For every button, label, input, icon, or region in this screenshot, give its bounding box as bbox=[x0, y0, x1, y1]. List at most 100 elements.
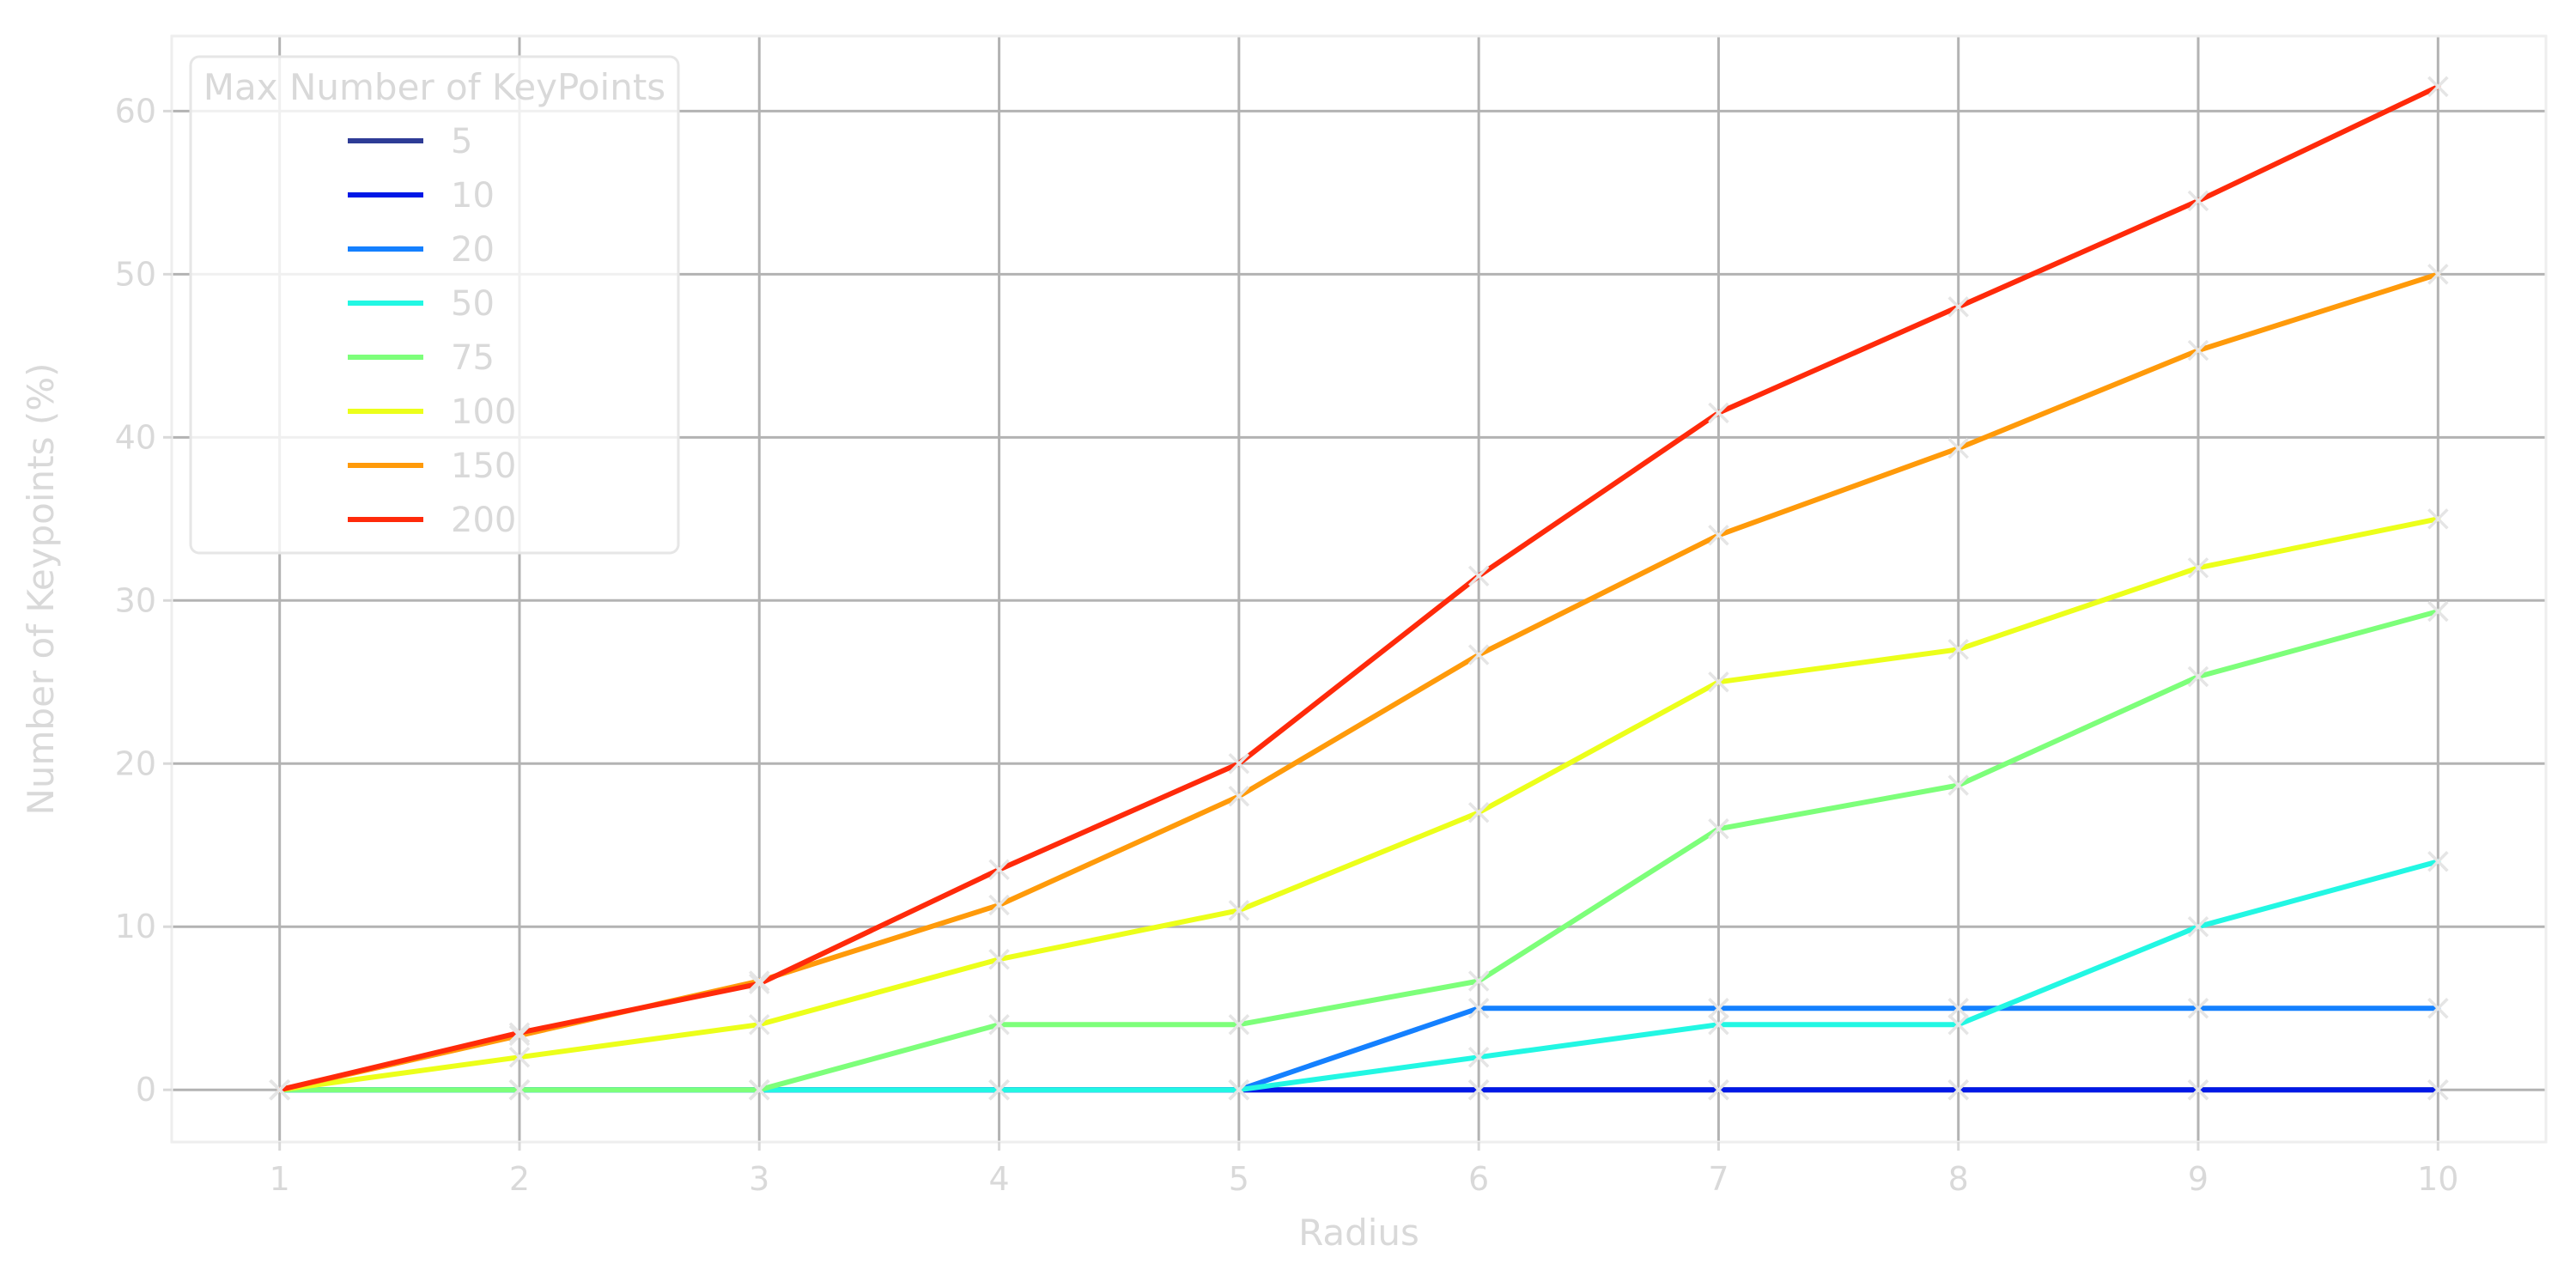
data-point-75-4 bbox=[988, 1013, 1010, 1036]
data-point-150-8 bbox=[1947, 437, 1969, 459]
series-markers bbox=[269, 76, 2449, 1101]
data-point-75-10 bbox=[2427, 600, 2449, 623]
data-point-100-6 bbox=[1467, 802, 1490, 823]
data-point-75-3 bbox=[749, 1078, 770, 1101]
data-point-200-1 bbox=[269, 1078, 290, 1101]
legend-item-200: 200 bbox=[348, 501, 516, 540]
x-tick-label: 4 bbox=[988, 1160, 1009, 1198]
legend-item-100: 100 bbox=[348, 392, 516, 432]
y-tick-label: 10 bbox=[115, 908, 156, 945]
data-point-50-7 bbox=[1708, 1013, 1729, 1036]
data-point-150-9 bbox=[2187, 339, 2209, 361]
data-point-75-2 bbox=[508, 1078, 531, 1101]
series-lines bbox=[276, 83, 2441, 1093]
data-point-150-4 bbox=[988, 894, 1010, 916]
x-tick-label: 7 bbox=[1708, 1160, 1728, 1198]
x-axis-label: Radius bbox=[1298, 1212, 1419, 1254]
data-point-50-4 bbox=[988, 1078, 1010, 1101]
data-point-100-5 bbox=[1228, 900, 1250, 921]
data-point-100-3 bbox=[749, 1013, 770, 1036]
y-tick-label: 20 bbox=[115, 744, 156, 782]
x-tick-label: 1 bbox=[270, 1160, 290, 1198]
data-point-75-6 bbox=[1467, 970, 1490, 992]
data-point-10-9 bbox=[2187, 1078, 2209, 1101]
legend-item-20: 20 bbox=[348, 230, 495, 270]
y-tick-label: 50 bbox=[115, 255, 156, 293]
data-point-100-9 bbox=[2187, 557, 2209, 579]
series-line-100 bbox=[276, 516, 2441, 1093]
data-point-50-8 bbox=[1947, 1013, 1969, 1036]
data-point-10-7 bbox=[1708, 1078, 1729, 1101]
x-axis-ticks: 1 2 3 4 5 6 7 8 9 10 bbox=[270, 1142, 2458, 1198]
legend-title: Max Number of KeyPoints bbox=[204, 66, 665, 108]
data-point-20-9 bbox=[2187, 997, 2209, 1019]
y-tick-label: 40 bbox=[115, 418, 156, 456]
series-line-200 bbox=[276, 83, 2441, 1093]
x-tick-label: 2 bbox=[509, 1160, 530, 1198]
legend-label: 200 bbox=[451, 501, 516, 540]
data-point-150-6 bbox=[1467, 644, 1490, 665]
legend-label: 10 bbox=[451, 176, 495, 216]
data-point-100-4 bbox=[988, 948, 1010, 970]
x-tick-label: 3 bbox=[749, 1160, 769, 1198]
data-point-50-6 bbox=[1467, 1046, 1490, 1068]
data-point-75-7 bbox=[1708, 818, 1729, 840]
data-point-100-8 bbox=[1947, 639, 1969, 660]
legend-label: 5 bbox=[451, 122, 472, 161]
data-point-200-7 bbox=[1708, 402, 1729, 424]
data-point-150-7 bbox=[1708, 525, 1729, 546]
x-tick-label: 6 bbox=[1468, 1160, 1489, 1198]
data-point-10-10 bbox=[2427, 1078, 2449, 1101]
legend-label: 75 bbox=[451, 338, 495, 378]
data-point-100-7 bbox=[1708, 671, 1729, 693]
data-point-200-5 bbox=[1228, 753, 1250, 775]
data-point-50-5 bbox=[1228, 1078, 1250, 1101]
data-point-20-10 bbox=[2427, 997, 2449, 1019]
legend-label: 150 bbox=[451, 447, 516, 486]
data-point-75-5 bbox=[1228, 1013, 1250, 1036]
data-point-50-9 bbox=[2187, 916, 2209, 938]
legend-item-10: 10 bbox=[348, 176, 495, 216]
data-point-100-2 bbox=[508, 1046, 531, 1068]
legend-box bbox=[189, 55, 680, 555]
data-point-10-8 bbox=[1947, 1078, 1969, 1101]
data-point-150-10 bbox=[2427, 264, 2449, 285]
data-point-50-10 bbox=[2427, 851, 2449, 872]
legend-item-5: 5 bbox=[348, 122, 472, 161]
legend: Max Number of KeyPoints 5 10 20 50 75 100 150 2… bbox=[189, 55, 680, 555]
data-point-200-4 bbox=[988, 859, 1010, 880]
x-tick-label: 9 bbox=[2188, 1160, 2208, 1198]
legend-label: 20 bbox=[451, 230, 495, 270]
data-point-200-10 bbox=[2427, 76, 2449, 98]
data-point-150-2 bbox=[508, 1024, 531, 1047]
y-tick-label: 30 bbox=[115, 581, 156, 619]
data-point-10-6 bbox=[1467, 1078, 1490, 1101]
data-point-20-7 bbox=[1708, 997, 1729, 1019]
x-tick-label: 8 bbox=[1948, 1160, 1969, 1198]
data-point-20-6 bbox=[1467, 997, 1490, 1019]
x-tick-label: 5 bbox=[1229, 1160, 1249, 1198]
data-point-150-5 bbox=[1228, 786, 1250, 807]
data-point-75-8 bbox=[1947, 775, 1969, 796]
legend-item-50: 50 bbox=[348, 284, 495, 324]
legend-item-75: 75 bbox=[348, 338, 495, 378]
data-point-200-6 bbox=[1467, 565, 1490, 587]
y-axis-label: Number of Keypoints (%) bbox=[20, 362, 62, 815]
series-line-75 bbox=[276, 609, 2441, 1093]
legend-entries: 5 10 20 50 75 100 150 200 bbox=[348, 122, 516, 540]
data-point-100-10 bbox=[2427, 508, 2449, 530]
data-point-200-9 bbox=[2187, 190, 2209, 212]
legend-label: 50 bbox=[451, 284, 495, 324]
y-tick-label: 60 bbox=[115, 92, 156, 130]
data-point-200-8 bbox=[1947, 296, 1969, 318]
plot-frame bbox=[170, 34, 2548, 1144]
legend-label: 100 bbox=[451, 392, 516, 432]
data-point-150-3 bbox=[749, 970, 770, 992]
x-tick-label: 10 bbox=[2417, 1160, 2458, 1198]
data-point-200-3 bbox=[749, 973, 770, 994]
data-point-20-8 bbox=[1947, 997, 1969, 1019]
y-axis-ticks: 0 10 20 30 40 50 60 bbox=[115, 92, 172, 1109]
y-tick-label: 0 bbox=[136, 1071, 156, 1109]
data-point-200-2 bbox=[508, 1022, 531, 1043]
